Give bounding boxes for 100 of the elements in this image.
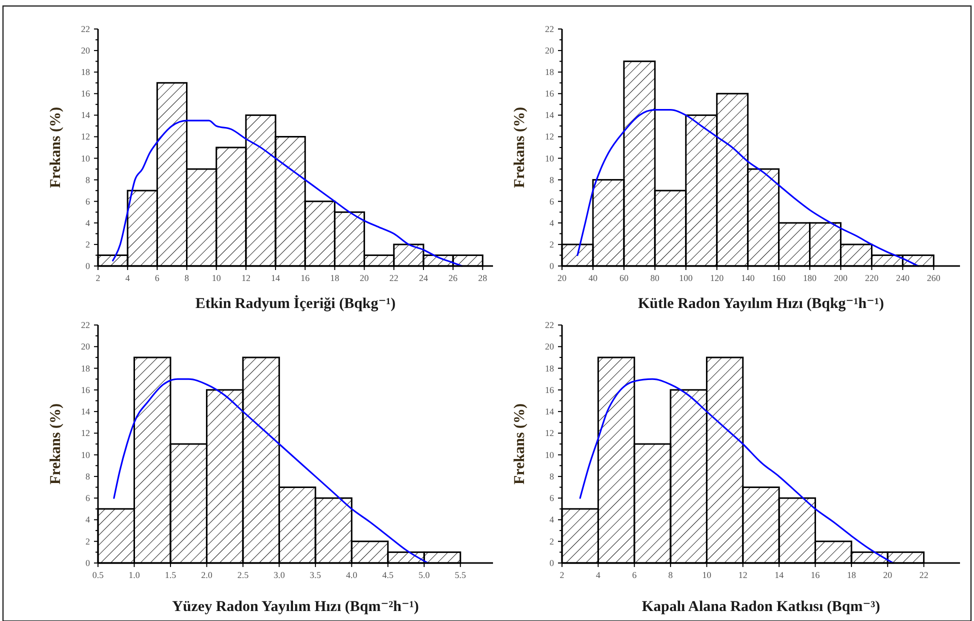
y-tick-label: 18	[81, 67, 90, 78]
y-axis-title: Frekans (%)	[512, 107, 528, 188]
y-tick-label: 0	[550, 558, 554, 568]
x-tick-label: 100	[679, 273, 694, 283]
x-tick-label: 220	[864, 273, 879, 283]
y-tick-label: 22	[81, 24, 90, 34]
x-tick-label: 240	[896, 273, 910, 283]
x-tick-label: 4	[596, 570, 601, 580]
y-tick-label: 14	[81, 110, 90, 120]
x-tick-label: 12	[738, 570, 748, 580]
x-tick-label: 260	[926, 273, 941, 283]
y-tick-label: 2	[550, 239, 554, 250]
y-tick-label: 2	[86, 536, 90, 546]
y-tick-label: 10	[545, 153, 554, 164]
y-axis-title: Frekans (%)	[512, 404, 528, 484]
x-tick-label: 8	[668, 570, 674, 580]
x-tick-label: 180	[803, 273, 818, 283]
y-tick-label: 12	[545, 428, 554, 438]
y-tick-label: 6	[550, 196, 554, 206]
x-tick-label: 1.0	[128, 570, 140, 580]
y-tick-label: 12	[81, 132, 90, 142]
x-tick-label: 22	[389, 273, 398, 283]
y-tick-label: 10	[81, 153, 90, 164]
y-tick-label: 8	[550, 174, 554, 185]
y-tick-label: 16	[81, 88, 90, 99]
x-tick-label: 26	[448, 273, 458, 283]
x-tick-label: 160	[772, 273, 786, 283]
x-tick-label: 20	[360, 273, 370, 283]
x-tick-label: 5.5	[454, 570, 467, 580]
x-tick-label: 16	[300, 273, 310, 283]
x-axis-title: Kapalı Alana Radon Katkısı (Bqm⁻³)	[642, 599, 880, 615]
y-tick-label: 2	[86, 239, 90, 250]
x-tick-label: 18	[330, 273, 340, 283]
x-tick-label: 8	[184, 273, 190, 283]
x-tick-label: 0.5	[92, 570, 104, 580]
y-tick-label: 22	[545, 320, 554, 330]
x-tick-label: 4	[125, 273, 130, 283]
y-tick-label: 22	[81, 320, 90, 330]
x-tick-label: 80	[650, 273, 660, 283]
x-tick-label: 5.0	[418, 570, 430, 580]
y-tick-label: 16	[545, 384, 554, 395]
y-tick-label: 6	[86, 493, 90, 504]
y-tick-label: 12	[545, 132, 554, 142]
x-axis-title: Yüzey Radon Yayılım Hızı (Bqm⁻²h⁻¹)	[172, 599, 419, 615]
x-tick-label: 12	[241, 273, 250, 283]
x-tick-label: 16	[810, 570, 820, 580]
x-tick-label: 4.0	[346, 570, 358, 580]
y-tick-label: 8	[86, 471, 90, 482]
y-tick-label: 20	[545, 46, 554, 56]
x-tick-label: 14	[271, 273, 281, 283]
x-tick-label: 200	[834, 273, 848, 283]
x-tick-label: 60	[619, 273, 629, 283]
y-tick-label: 10	[81, 450, 90, 460]
x-tick-label: 2.0	[201, 570, 213, 580]
y-axis-title: Frekans (%)	[48, 404, 64, 484]
y-tick-label: 12	[81, 428, 90, 438]
x-tick-label: 6	[154, 273, 160, 283]
y-tick-label: 20	[81, 46, 90, 56]
x-tick-label: 22	[919, 570, 928, 580]
y-tick-label: 6	[550, 493, 554, 504]
x-axis-title: Kütle Radon Yayılım Hızı (Bqkg⁻¹h⁻¹)	[638, 296, 884, 312]
y-axis-title: Frekans (%)	[48, 107, 64, 188]
x-tick-label: 20	[883, 570, 893, 580]
y-tick-label: 20	[545, 342, 554, 352]
y-tick-label: 4	[86, 218, 90, 228]
x-tick-label: 14	[774, 570, 784, 580]
x-tick-label: 10	[702, 570, 712, 580]
x-tick-label: 2	[560, 570, 564, 580]
y-tick-label: 10	[545, 450, 554, 460]
x-tick-label: 1.5	[164, 570, 177, 580]
y-tick-label: 18	[81, 363, 90, 374]
y-tick-label: 4	[550, 514, 554, 525]
x-tick-label: 2	[96, 273, 100, 283]
y-tick-label: 16	[545, 88, 554, 99]
y-tick-label: 4	[550, 218, 554, 228]
y-tick-label: 0	[86, 558, 90, 568]
y-tick-label: 14	[545, 110, 554, 120]
x-tick-label: 3.5	[310, 570, 322, 580]
y-tick-label: 18	[545, 67, 554, 78]
x-tick-label: 40	[588, 273, 598, 283]
y-tick-label: 2	[550, 536, 554, 546]
y-tick-label: 14	[545, 406, 554, 417]
y-tick-label: 0	[550, 261, 554, 271]
x-tick-label: 120	[710, 273, 724, 283]
y-tick-label: 8	[86, 174, 90, 185]
y-tick-label: 20	[81, 342, 90, 352]
x-tick-label: 6	[632, 570, 638, 580]
y-tick-label: 4	[86, 514, 90, 525]
y-tick-label: 14	[81, 406, 90, 417]
x-axis-title: Etkin Radyum İçeriği (Bqkg⁻¹)	[195, 295, 396, 312]
x-tick-label: 18	[846, 570, 856, 580]
x-tick-label: 10	[212, 273, 222, 283]
x-tick-label: 28	[478, 273, 488, 283]
x-tick-label: 20	[558, 273, 567, 283]
y-tick-label: 8	[550, 471, 554, 482]
y-tick-label: 0	[86, 261, 90, 271]
x-tick-label: 24	[418, 273, 428, 283]
x-tick-label: 3.0	[274, 570, 286, 580]
x-tick-label: 2.5	[237, 570, 250, 580]
y-tick-label: 6	[86, 196, 90, 206]
